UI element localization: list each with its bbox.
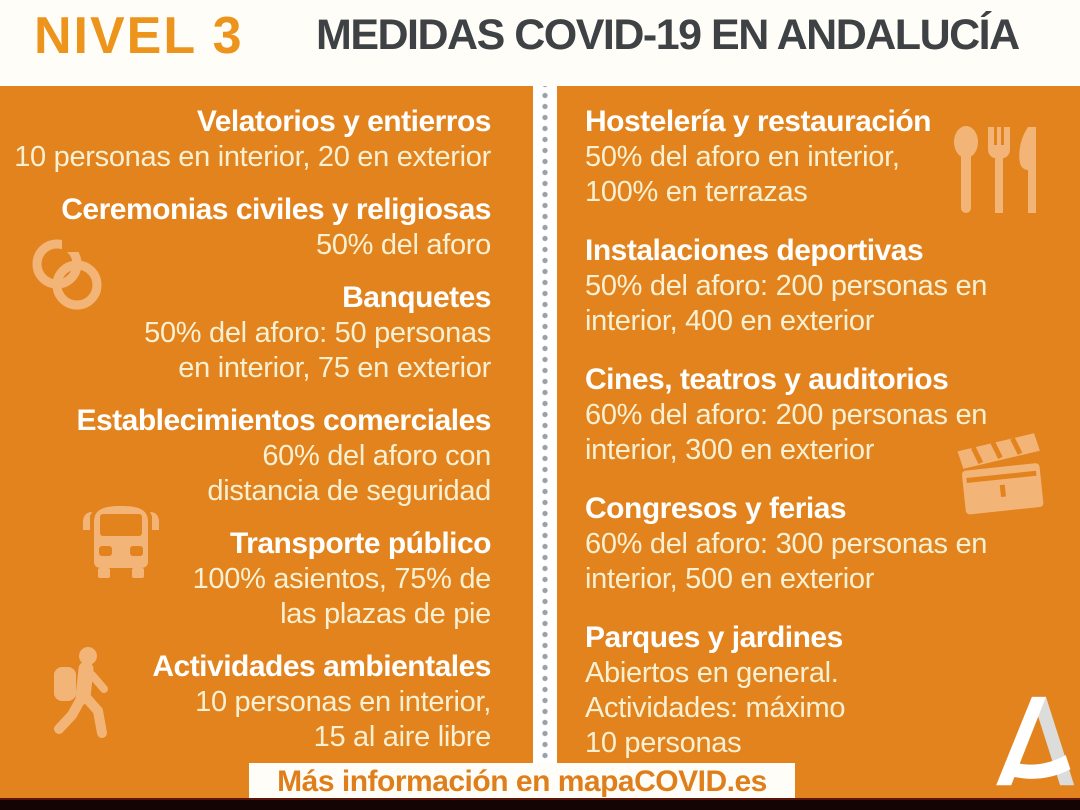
- section-line: distancia de seguridad: [207, 475, 491, 507]
- section-title: Banquetes: [342, 281, 491, 314]
- section-line: 60% del aforo: 300 personas en: [585, 528, 988, 560]
- section-line: 10 personas: [585, 727, 742, 759]
- section-line: 50% del aforo: 200 personas en: [585, 270, 988, 302]
- section-title: Congresos y ferias: [585, 492, 847, 525]
- page-title: MEDIDAS COVID-19 EN ANDALUCÍA: [316, 11, 1020, 59]
- section-title: Transporte público: [229, 527, 492, 560]
- hiker-icon: [46, 645, 120, 743]
- level-badge: NIVEL 3: [34, 7, 244, 65]
- section-congresos: Congresos y ferias 60% del aforo: 300 pe…: [585, 490, 1080, 597]
- section-line: 100% en terrazas: [585, 176, 808, 208]
- section-cines: Cines, teatros y auditorios 60% del afor…: [585, 361, 1080, 468]
- section-instalaciones: Instalaciones deportivas 50% del aforo: …: [585, 232, 1080, 339]
- section-hosteleria: Hostelería y restauración 50% del aforo …: [585, 103, 1080, 210]
- section-line: en interior, 75 en exterior: [178, 352, 491, 384]
- section-title: Actividades ambientales: [152, 650, 491, 683]
- left-column: Velatorios y entierros 10 personas en in…: [0, 86, 533, 771]
- section-banquetes: Banquetes 50% del aforo: 50 personas en …: [0, 279, 491, 386]
- right-column: Hostelería y restauración 50% del aforo …: [557, 86, 1080, 783]
- section-line: las plazas de pie: [280, 598, 491, 630]
- dotted-divider: [533, 86, 557, 764]
- section-transporte: Transporte público 100% asientos, 75% de…: [0, 525, 492, 632]
- section-establecimientos: Establecimientos comerciales 60% del afo…: [0, 402, 491, 509]
- section-title: Cines, teatros y auditorios: [585, 363, 949, 396]
- section-title: Velatorios y entierros: [196, 105, 492, 138]
- more-info-text: Más información en mapaCOVID.es: [277, 764, 767, 798]
- section-actividades: Actividades ambientales 10 personas en i…: [0, 648, 491, 755]
- section-line: 100% asientos, 75% de: [192, 563, 492, 595]
- section-line: interior, 400 en exterior: [585, 305, 875, 337]
- clapperboard-icon: [952, 425, 1048, 521]
- section-parques: Parques y jardines Abiertos en general. …: [585, 619, 1080, 761]
- section-line: 60% del aforo: 200 personas en: [585, 399, 988, 431]
- section-line: Abiertos en general.: [585, 657, 839, 689]
- section-velatorios: Velatorios y entierros 10 personas en in…: [0, 103, 491, 175]
- section-line: 60% del aforo con: [262, 440, 491, 472]
- section-line: 10 personas en interior,: [195, 686, 491, 718]
- bottom-bar: [0, 798, 1080, 810]
- section-title: Parques y jardines: [585, 621, 843, 654]
- section-title: Instalaciones deportivas: [585, 234, 924, 267]
- section-line: 50% del aforo en interior,: [585, 141, 900, 173]
- section-line: 10 personas en interior, 20 en exterior: [14, 141, 491, 173]
- section-line: 15 al aire libre: [313, 721, 492, 753]
- header: NIVEL 3 MEDIDAS COVID-19 EN ANDALUCÍA: [0, 0, 1080, 86]
- section-line: interior, 300 en exterior: [585, 434, 875, 466]
- bus-icon: [78, 500, 164, 582]
- junta-de-andalucia-a-logo: [982, 695, 1078, 789]
- section-line: Actividades: máximo: [585, 692, 846, 724]
- section-line: 50% del aforo: [315, 229, 491, 261]
- section-line: 50% del aforo: 50 personas: [144, 317, 491, 349]
- section-title: Establecimientos comerciales: [76, 404, 491, 437]
- section-title: Ceremonias civiles y religiosas: [61, 193, 491, 226]
- section-ceremonias: Ceremonias civiles y religiosas 50% del …: [0, 191, 491, 263]
- section-line: interior, 500 en exterior: [585, 563, 875, 595]
- rings-icon: [30, 238, 108, 314]
- cutlery-icon: [950, 125, 1046, 217]
- section-title: Hostelería y restauración: [585, 105, 932, 138]
- footer-band: Más información en mapaCOVID.es: [249, 763, 795, 800]
